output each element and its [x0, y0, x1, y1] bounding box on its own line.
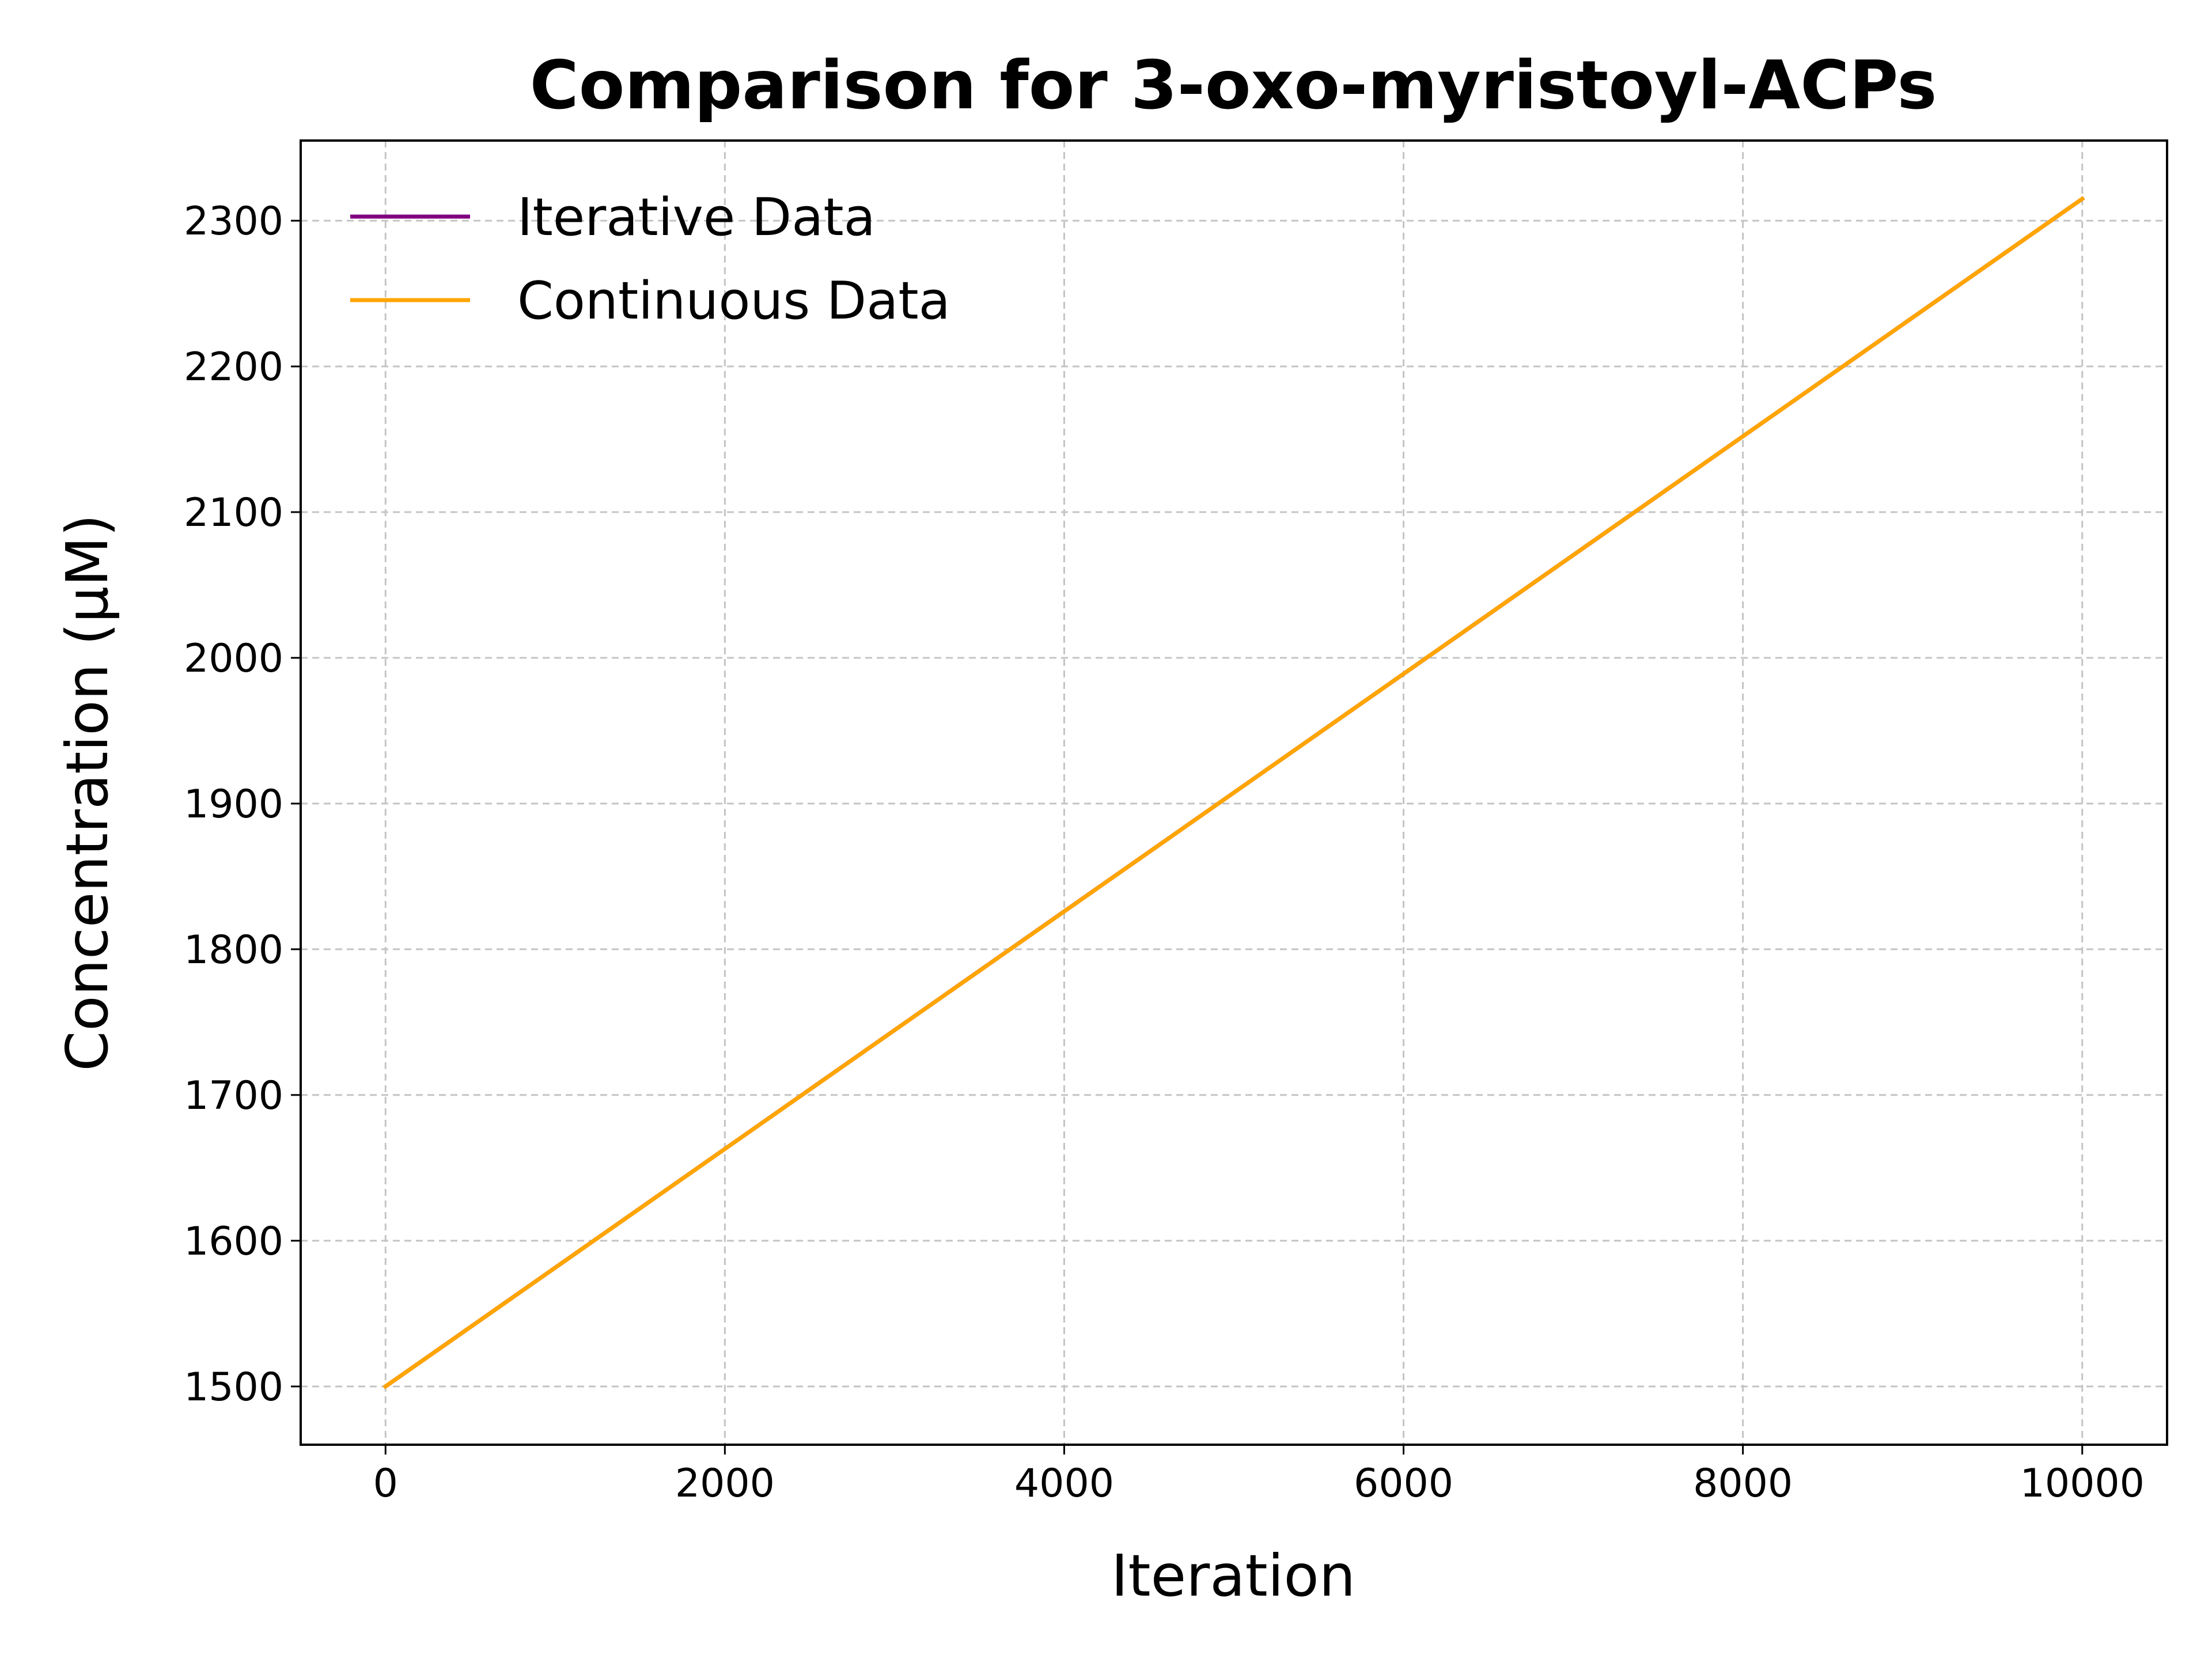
- x-axis-label: Iteration: [1111, 1542, 1355, 1609]
- legend-label-1: Iterative Data: [517, 187, 876, 248]
- plot-frame: [300, 139, 2168, 1446]
- y-tick-label: 1500: [184, 1365, 283, 1410]
- legend-label-2: Continuous Data: [517, 271, 950, 331]
- legend: Iterative Data Continuous Data: [350, 187, 950, 331]
- chart-title: Comparison for 3-oxo-myristoyl-ACPs: [530, 47, 1937, 124]
- x-tick-label: 6000: [1354, 1461, 1453, 1506]
- plot-area: [382, 196, 2085, 1389]
- series-line-2: [382, 196, 2085, 1389]
- y-axis: 1500 1600 1700 1800 1900 2000 2100 2200 2300: [184, 199, 301, 1410]
- y-tick-label: 1900: [184, 782, 283, 827]
- x-tick-label: 10000: [2020, 1461, 2145, 1506]
- y-tick-label: 2200: [184, 344, 283, 390]
- y-tick-label: 2100: [184, 490, 283, 536]
- y-tick-label: 1700: [184, 1073, 283, 1119]
- x-tick-label: 0: [373, 1461, 398, 1506]
- y-tick-label: 2000: [184, 636, 283, 681]
- x-tick-label: 4000: [1014, 1461, 1114, 1506]
- y-tick-label: 1600: [184, 1219, 283, 1264]
- x-tick-label: 2000: [675, 1461, 775, 1506]
- y-tick-label: 2300: [184, 199, 283, 244]
- y-tick-label: 1800: [184, 927, 283, 973]
- x-axis: 0 2000 4000 6000 8000 10000: [373, 1445, 2145, 1506]
- grid: [301, 141, 2167, 1445]
- x-tick-label: 8000: [1693, 1461, 1793, 1506]
- y-axis-label: Concentration (μM): [54, 514, 121, 1071]
